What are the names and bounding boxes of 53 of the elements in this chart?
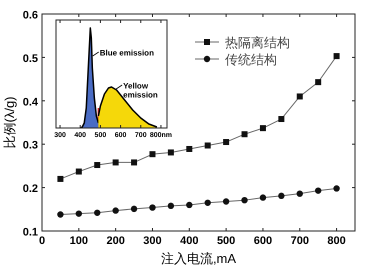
point: [223, 139, 230, 146]
legend-label: 热隔离结构: [225, 35, 290, 50]
point: [296, 93, 303, 100]
point: [112, 159, 119, 166]
x-tick-label: 300: [143, 235, 162, 247]
x-tick-label: 500: [216, 235, 236, 247]
x-axis-title: 注入电流,mA: [160, 251, 236, 266]
point: [186, 146, 192, 152]
y-tick-label: 0.3: [22, 140, 38, 152]
y-tick-label: 0.2: [22, 183, 38, 196]
point: [76, 210, 82, 217]
point: [149, 204, 156, 211]
x-tick-label: 700: [290, 235, 309, 247]
point: [260, 125, 266, 132]
point: [57, 211, 64, 218]
x-tick-label: 400: [180, 235, 198, 247]
legend-label: 传统结构: [225, 52, 277, 67]
y-tick-label: 0.5: [22, 52, 38, 65]
point: [94, 210, 100, 216]
annotation: Blue emission: [100, 48, 154, 58]
x-tick-label: 100: [70, 235, 88, 247]
point: [57, 176, 64, 182]
y-axis-title: 比例(λ/g): [2, 96, 17, 148]
point: [168, 202, 174, 210]
point: [242, 131, 248, 138]
x-tick-label: 200: [106, 235, 125, 247]
point: [112, 207, 119, 214]
point: [241, 196, 248, 204]
point: [149, 151, 156, 158]
point: [94, 162, 100, 168]
point: [315, 79, 322, 86]
point: [204, 200, 211, 206]
y-tick-label: 0.1: [22, 226, 38, 238]
annotation: Yellow emission: [123, 82, 158, 100]
y-tick-label: 0.6: [22, 10, 38, 22]
point: [204, 142, 211, 148]
point: [168, 149, 174, 156]
point: [186, 202, 192, 208]
point: [278, 116, 284, 122]
point: [260, 194, 266, 201]
point: [278, 192, 285, 200]
point: [334, 53, 340, 60]
point: [130, 206, 138, 212]
point: [76, 168, 82, 175]
point: [222, 198, 230, 205]
point: [333, 185, 340, 192]
point: [314, 187, 322, 194]
x-tick-label: 600: [254, 235, 272, 247]
x-tick-label: 800: [327, 235, 346, 247]
point: [296, 190, 303, 197]
x-tick-label: 0: [38, 235, 46, 247]
y-tick-label: 0.4: [22, 96, 39, 108]
point: [131, 159, 138, 166]
